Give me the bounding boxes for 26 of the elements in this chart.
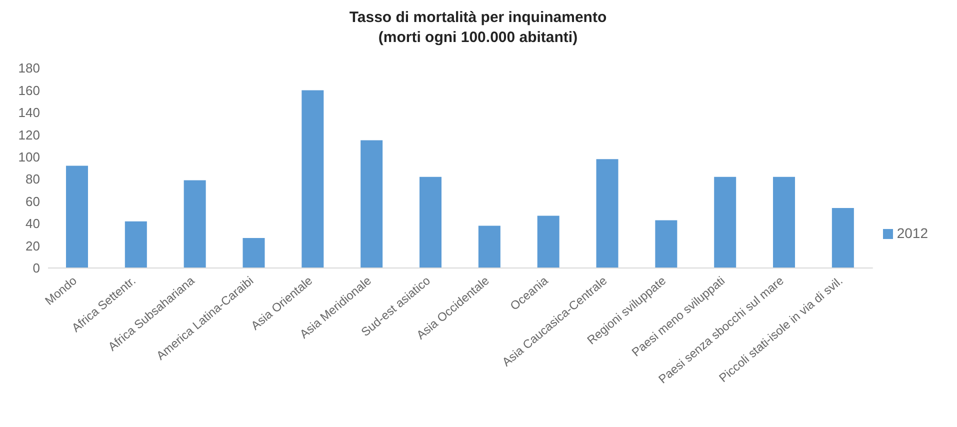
bar [537, 216, 560, 268]
y-tick-label: 100 [18, 150, 40, 165]
bar [832, 208, 854, 268]
bar [184, 180, 206, 268]
bar [124, 221, 147, 268]
y-tick-label: 40 [26, 216, 40, 232]
legend-label: 2012 [896, 225, 928, 241]
y-tick-label: 120 [18, 127, 40, 142]
y-tick-label: 160 [18, 82, 40, 98]
bar [596, 159, 618, 268]
bar [655, 220, 678, 268]
bar [242, 238, 265, 268]
bar [773, 176, 796, 268]
y-tick-label: 0 [32, 260, 40, 276]
bar [478, 226, 500, 268]
bar [66, 166, 88, 268]
bar [302, 90, 324, 268]
y-tick-label: 180 [18, 60, 40, 76]
y-tick-label: 60 [26, 194, 40, 209]
bar [360, 140, 383, 268]
y-tick-label: 20 [26, 238, 40, 254]
bar [420, 176, 442, 268]
bar [714, 176, 736, 268]
chart-title: Tasso di mortalità per inquinamento (morti ogni 100.000 abitanti) [348, 8, 608, 48]
y-tick-label: 80 [26, 172, 40, 187]
y-tick-label: 140 [18, 105, 40, 120]
